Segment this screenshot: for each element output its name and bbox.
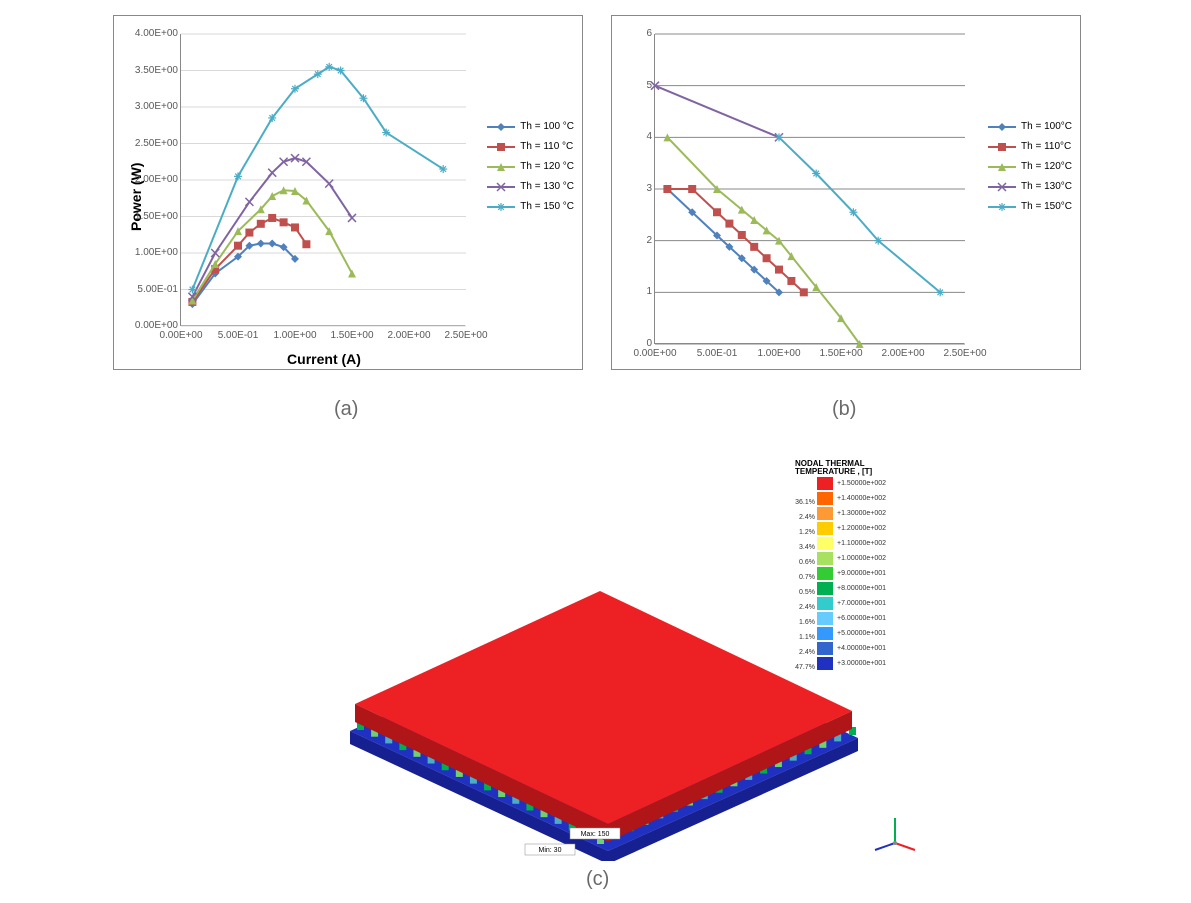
figure-container: Power (W) Current (A) 0.00E+005.00E-011.…	[0, 0, 1191, 903]
colorbar-row: +5.00000e+0011.1%	[795, 626, 995, 641]
legend-item: Th = 130 °C	[487, 181, 574, 192]
legend-item: Th = 110 °C	[487, 141, 574, 152]
legend-item: Th = 120°C	[988, 161, 1072, 172]
legend-item: Th = 150°C	[988, 201, 1072, 212]
colorbar-row: +7.00000e+0012.4%	[795, 596, 995, 611]
svg-text:Min: 30: Min: 30	[539, 847, 562, 854]
chart-a-box: Power (W) Current (A) 0.00E+005.00E-011.…	[113, 15, 583, 370]
colorbar-row: +1.00000e+0020.6%	[795, 551, 995, 566]
colorbar-row: +3.00000e+00147.7%	[795, 656, 995, 671]
colorbar-row: +1.10000e+0023.4%	[795, 536, 995, 551]
colorbar-row: +1.20000e+0021.2%	[795, 521, 995, 536]
chart-a-plot: 0.00E+005.00E-011.00E+001.50E+002.00E+00…	[180, 34, 465, 326]
chart-b-box: 01234560.00E+005.00E-011.00E+001.50E+002…	[611, 15, 1081, 370]
colorbar-row: +9.00000e+0010.7%	[795, 566, 995, 581]
legend-item: Th = 110°C	[988, 141, 1072, 152]
svg-text:Max: 150: Max: 150	[581, 831, 610, 838]
legend-item: Th = 130°C	[988, 181, 1072, 192]
legend-item: Th = 100°C	[988, 121, 1072, 132]
colorbar-title: NODAL THERMAL TEMPERATURE , [T]	[795, 460, 995, 476]
colorbar-row: +1.30000e+0022.4%	[795, 506, 995, 521]
colorbar: NODAL THERMAL TEMPERATURE , [T] +1.50000…	[795, 460, 995, 690]
colorbar-row: +4.00000e+0012.4%	[795, 641, 995, 656]
colorbar-row: +8.00000e+0010.5%	[795, 581, 995, 596]
colorbar-row: +1.40000e+00236.1%	[795, 491, 995, 506]
colorbar-items: +1.50000e+002+1.40000e+00236.1%+1.30000e…	[795, 476, 995, 671]
chart-a-legend: Th = 100 °C Th = 110 °C Th = 120 °C Th = 13…	[487, 121, 574, 221]
subfigure-label-b: (b)	[832, 398, 856, 421]
chart-b-legend: Th = 100°C Th = 110°C Th = 120°C Th = 130°C…	[988, 121, 1072, 221]
legend-item: Th = 150 °C	[487, 201, 574, 212]
chart-b-plot: 01234560.00E+005.00E-011.00E+001.50E+002…	[654, 34, 964, 344]
colorbar-row: +6.00000e+0011.6%	[795, 611, 995, 626]
chart-a-xlabel: Current (A)	[254, 351, 394, 367]
subfigure-label-a: (a)	[334, 398, 358, 421]
legend-item: Th = 100 °C	[487, 121, 574, 132]
subfigure-label-c: (c)	[586, 868, 609, 891]
colorbar-row: +1.50000e+002	[795, 476, 995, 491]
legend-item: Th = 120 °C	[487, 161, 574, 172]
